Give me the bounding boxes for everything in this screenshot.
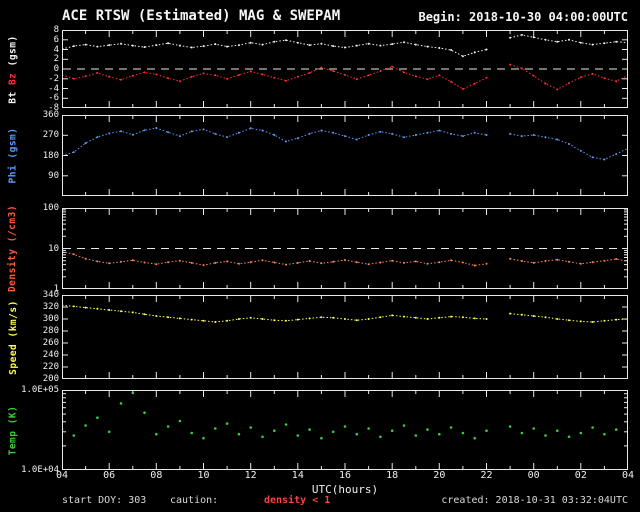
y-tick-label: 320 — [42, 302, 59, 312]
panel-axis-title: Phi (gsm) — [7, 127, 19, 184]
y-tick-label: 6 — [53, 34, 59, 45]
y-tick-label: 1 — [53, 284, 59, 294]
x-tick-label: 16 — [338, 470, 352, 481]
y-tick-label: 1.0E+05 — [21, 385, 59, 395]
panel-temp — [62, 390, 628, 470]
y-tick-label: 220 — [42, 362, 59, 372]
x-tick-label: 18 — [386, 470, 399, 481]
y-tick-label: 0 — [53, 64, 59, 74]
y-tick-label: 2 — [53, 54, 59, 65]
y-tick-label: -8 — [48, 103, 59, 113]
created-timestamp: created: 2018-10-31 03:32:04UTC — [441, 495, 628, 506]
y-tick-label: 340 — [42, 290, 59, 300]
panel-bt-bz — [62, 30, 628, 108]
panel-phi — [62, 115, 628, 196]
start-doy-label: start DOY: 303 — [62, 495, 147, 506]
y-tick-label: 360 — [42, 110, 59, 120]
x-tick-label: 04 — [55, 470, 69, 481]
y-tick-label: -6 — [48, 93, 59, 104]
x-tick-label: 22 — [480, 470, 493, 481]
y-tick-label: 1.0E+04 — [21, 465, 59, 475]
y-tick-label: 280 — [42, 326, 59, 336]
y-tick-label: 10 — [48, 243, 59, 254]
panel-speed — [62, 295, 628, 379]
y-tick-label: 8 — [53, 25, 59, 35]
y-tick-label: 260 — [42, 338, 59, 348]
x-tick-label: 14 — [291, 470, 304, 481]
x-tick-label: 08 — [150, 470, 163, 481]
x-tick-label: 20 — [433, 470, 446, 481]
y-tick-label: 4 — [53, 44, 59, 55]
panel-axis-title: Temp (K) — [7, 405, 19, 455]
y-tick-label: 300 — [42, 314, 59, 324]
y-tick-label: 270 — [42, 130, 59, 141]
x-tick-label: 06 — [103, 470, 116, 481]
y-tick-label: 90 — [48, 170, 59, 181]
begin-timestamp: Begin: 2018-10-30 04:00:00UTC — [418, 10, 628, 24]
y-tick-label: -2 — [48, 73, 59, 84]
caution-value: density < 1 — [264, 495, 331, 506]
x-tick-label: 12 — [244, 470, 257, 481]
panel-axis-title: Density (/cm3) — [7, 204, 19, 293]
panel-axis-title: Speed (km/s) — [7, 299, 19, 375]
panel-axis-title: Bt Bz (gsm) — [7, 34, 19, 104]
x-axis-title: UTC(hours) — [311, 483, 379, 496]
x-tick-label: 02 — [574, 470, 587, 481]
x-tick-label: 10 — [197, 470, 210, 481]
y-tick-label: -4 — [48, 83, 59, 94]
caution-label: caution: — [170, 495, 219, 506]
x-tick-label: 04 — [621, 470, 635, 481]
plot-title: ACE RTSW (Estimated) MAG & SWEPAM — [62, 8, 341, 24]
y-tick-label: 100 — [42, 203, 59, 213]
y-tick-label: 180 — [42, 150, 59, 161]
y-tick-label: 240 — [42, 350, 59, 360]
y-tick-label: 200 — [42, 374, 59, 384]
panel-density — [62, 208, 628, 289]
x-tick-label: 00 — [527, 470, 540, 481]
